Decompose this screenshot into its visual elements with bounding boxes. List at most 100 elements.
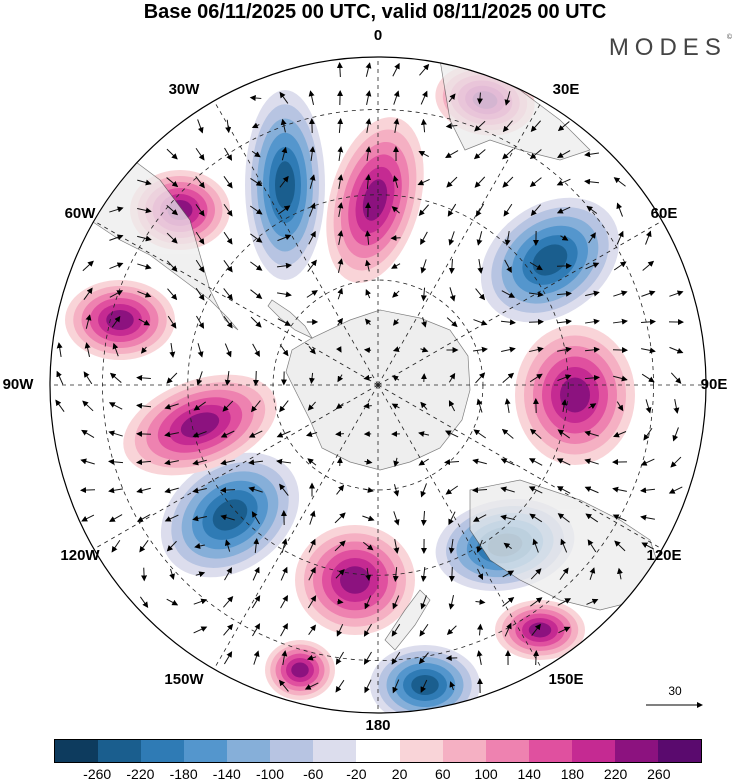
colorbar-tick-label: 140 <box>517 766 541 782</box>
wind-vector <box>337 317 343 326</box>
wind-vector <box>529 291 544 298</box>
wind-vector <box>365 289 371 299</box>
wind-vector <box>111 539 121 553</box>
wind-vector <box>640 458 655 466</box>
wind-vector <box>669 290 684 297</box>
wind-vector <box>363 623 373 637</box>
wind-vector <box>556 318 572 325</box>
wind-vector <box>584 430 599 437</box>
wind-vector <box>448 258 455 274</box>
wind-vector <box>164 403 179 410</box>
wind-vector <box>504 91 511 106</box>
wind-vector <box>276 262 292 269</box>
wind-vector <box>336 457 343 466</box>
wind-vector <box>418 151 429 157</box>
wind-vector <box>250 289 263 299</box>
anomaly-contour <box>212 499 248 531</box>
wind-vector <box>474 176 486 188</box>
wind-vector <box>613 261 627 271</box>
wind-vector <box>392 595 400 610</box>
wind-vector <box>533 650 540 666</box>
wind-vector <box>616 202 623 217</box>
wind-vector <box>362 515 375 522</box>
wind-vector <box>475 288 486 301</box>
wind-vector <box>167 315 177 329</box>
wind-vector <box>586 205 598 214</box>
wind-vector <box>137 235 152 242</box>
wind-vector <box>584 178 600 185</box>
wind-vector <box>613 290 628 297</box>
colorbar <box>54 739 702 763</box>
wind-vector <box>279 91 289 104</box>
wind-vector <box>138 318 151 326</box>
wind-vector <box>444 430 459 438</box>
wind-vector <box>585 262 600 270</box>
wind-vectors <box>55 62 684 694</box>
wind-vector <box>279 400 289 413</box>
reference-vector-label: 30 <box>668 684 682 698</box>
wind-vector <box>393 511 400 526</box>
wind-vector <box>364 259 371 272</box>
wind-vector <box>309 202 316 217</box>
wind-vector <box>584 486 599 494</box>
wind-vector <box>420 118 427 133</box>
wind-vector <box>306 290 318 298</box>
wind-vector <box>335 430 344 437</box>
wind-vector <box>418 458 429 466</box>
wind-vector <box>529 428 542 439</box>
wind-vector <box>362 541 374 551</box>
wind-vector <box>193 401 206 411</box>
lon-label-30e: 30E <box>552 81 580 98</box>
wind-vector <box>448 511 456 526</box>
wind-vector <box>248 430 263 438</box>
wind-vector <box>224 147 233 161</box>
meridian-line <box>93 220 379 386</box>
wind-vector <box>448 595 455 610</box>
colorbar-tick-label: 220 <box>603 766 628 782</box>
wind-vector <box>109 372 122 383</box>
wind-vector <box>614 540 626 552</box>
wind-vector <box>448 372 456 383</box>
wind-vector <box>55 399 65 412</box>
wind-vector <box>444 459 460 466</box>
lon-label-90w: 90W <box>2 376 34 393</box>
wind-vector <box>417 178 430 186</box>
lon-label-0: 0 <box>373 27 383 44</box>
wind-vector <box>500 319 516 326</box>
wind-vector <box>166 372 178 384</box>
colorbar-tick-label: -180 <box>169 766 198 782</box>
wind-vector <box>477 259 484 274</box>
wind-vector <box>137 207 152 214</box>
wind-vector <box>83 371 93 385</box>
wind-vector <box>530 120 542 133</box>
wind-vector <box>420 566 427 582</box>
wind-vector <box>166 232 178 244</box>
wind-vector <box>223 651 233 665</box>
wind-vector <box>56 342 63 357</box>
wind-vector <box>504 231 511 246</box>
wind-vector <box>672 427 679 442</box>
meridian-line <box>213 384 379 670</box>
wind-vector <box>529 373 543 383</box>
wind-vector <box>670 372 682 384</box>
wind-vector <box>109 206 124 213</box>
wind-vector <box>167 288 178 301</box>
wind-vector <box>393 484 400 497</box>
wind-vector <box>337 202 344 217</box>
wind-vector <box>558 626 571 634</box>
colorbar-segment <box>614 740 658 762</box>
wind-vector <box>586 598 599 605</box>
colorbar-tick-label: 180 <box>560 766 585 782</box>
wind-vector <box>587 539 597 553</box>
wind-vector <box>337 598 344 605</box>
wind-vector <box>166 598 179 606</box>
wind-vector <box>616 230 624 245</box>
wind-vector <box>588 403 597 409</box>
colorbar-tick-label: 260 <box>647 766 671 782</box>
wind-vector <box>393 539 400 554</box>
colorbar-tick-label: -140 <box>212 766 241 782</box>
wind-vector <box>141 567 148 582</box>
wind-vector <box>557 346 572 353</box>
wind-vector <box>365 567 372 582</box>
wind-vector <box>81 429 95 439</box>
